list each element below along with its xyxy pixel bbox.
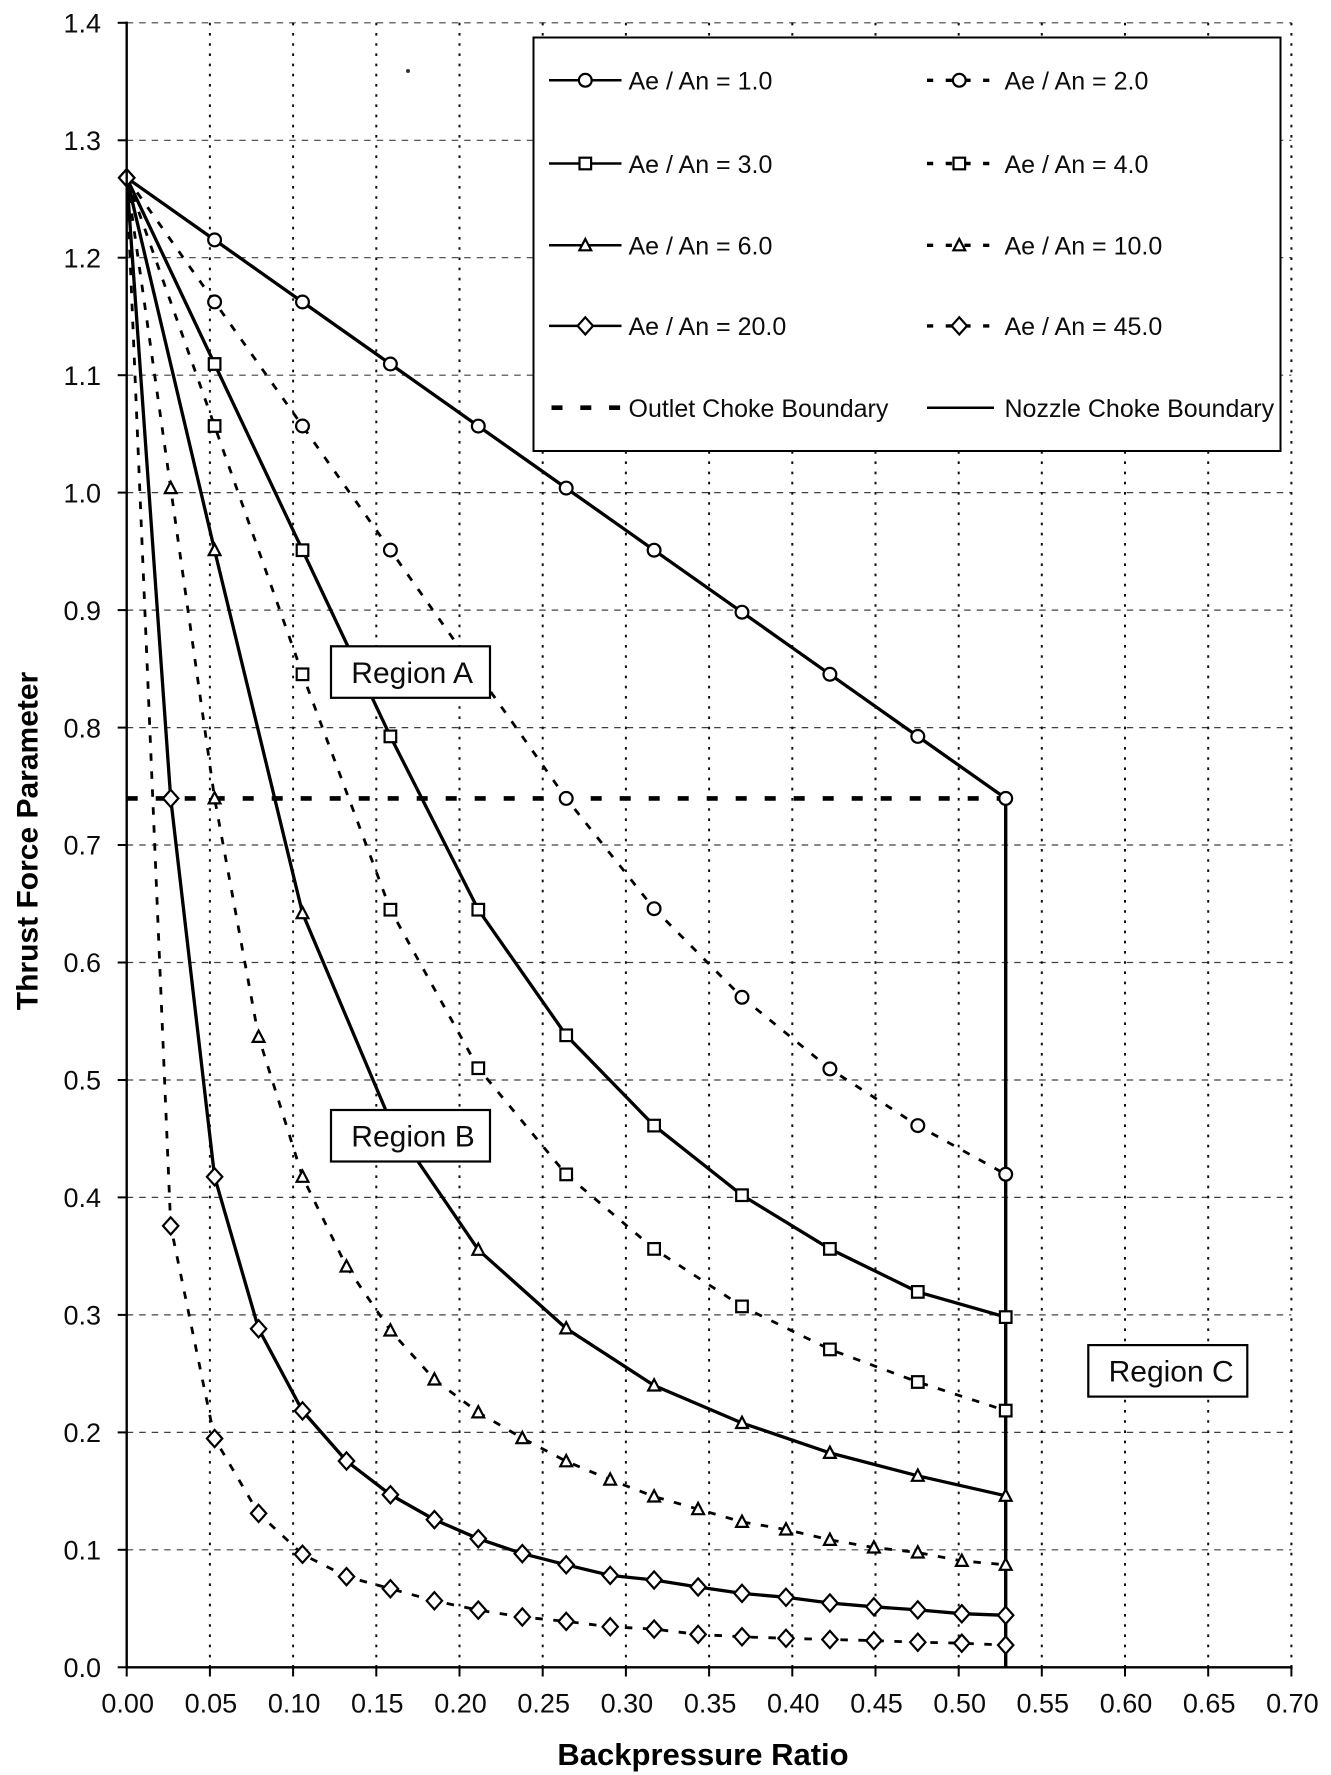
svg-text:0.05: 0.05 [185, 1689, 238, 1719]
svg-text:0.6: 0.6 [63, 948, 101, 978]
svg-text:0.15: 0.15 [351, 1689, 404, 1719]
svg-text:0.8: 0.8 [63, 713, 101, 743]
svg-text:1.4: 1.4 [63, 9, 101, 39]
svg-text:0.10: 0.10 [268, 1689, 321, 1719]
svg-text:Thrust Force Parameter: Thrust Force Parameter [12, 671, 45, 1010]
svg-text:Ae / An = 20.0: Ae / An = 20.0 [629, 313, 787, 341]
svg-text:0.2: 0.2 [63, 1418, 101, 1448]
svg-text:Ae / An = 10.0: Ae / An = 10.0 [1005, 233, 1163, 261]
svg-text:0.20: 0.20 [434, 1689, 487, 1719]
svg-text:0.70: 0.70 [1266, 1689, 1319, 1719]
svg-text:1.0: 1.0 [63, 478, 101, 508]
svg-text:1.2: 1.2 [63, 243, 101, 273]
svg-text:0.00: 0.00 [101, 1689, 154, 1719]
svg-text:0.45: 0.45 [850, 1689, 903, 1719]
svg-text:0.25: 0.25 [517, 1689, 570, 1719]
svg-text:0.1: 0.1 [63, 1536, 101, 1566]
svg-text:0.9: 0.9 [63, 596, 101, 626]
svg-text:Region A: Region A [351, 657, 473, 690]
svg-text:0.5: 0.5 [63, 1066, 101, 1096]
svg-text:0.35: 0.35 [684, 1689, 737, 1719]
svg-text:0.50: 0.50 [933, 1689, 986, 1719]
svg-text:0.0: 0.0 [63, 1653, 101, 1683]
svg-text:0.3: 0.3 [63, 1301, 101, 1331]
svg-text:Ae / An = 1.0: Ae / An = 1.0 [629, 68, 773, 96]
svg-text:1.1: 1.1 [63, 361, 101, 391]
svg-text:0.55: 0.55 [1017, 1689, 1070, 1719]
svg-text:0.65: 0.65 [1183, 1689, 1236, 1719]
svg-text:Ae / An = 2.0: Ae / An = 2.0 [1005, 68, 1149, 96]
svg-text:0.4: 0.4 [63, 1183, 101, 1213]
svg-text:Region B: Region B [351, 1121, 474, 1154]
svg-text:0.7: 0.7 [63, 831, 101, 861]
svg-text:Backpressure Ratio: Backpressure Ratio [557, 1737, 848, 1772]
svg-text:Outlet Choke Boundary: Outlet Choke Boundary [629, 395, 889, 423]
svg-text:Ae / An = 6.0: Ae / An = 6.0 [629, 233, 773, 261]
svg-text:0.60: 0.60 [1100, 1689, 1153, 1719]
svg-text:0.30: 0.30 [601, 1689, 654, 1719]
svg-text:0.40: 0.40 [767, 1689, 820, 1719]
svg-text:Ae / An = 45.0: Ae / An = 45.0 [1005, 313, 1163, 341]
svg-text:Ae / An = 3.0: Ae / An = 3.0 [629, 151, 773, 179]
svg-text:Nozzle Choke Boundary: Nozzle Choke Boundary [1005, 395, 1275, 423]
svg-text:1.3: 1.3 [63, 126, 101, 156]
svg-text:Region C: Region C [1109, 1356, 1234, 1389]
svg-text:Ae / An = 4.0: Ae / An = 4.0 [1005, 151, 1149, 179]
